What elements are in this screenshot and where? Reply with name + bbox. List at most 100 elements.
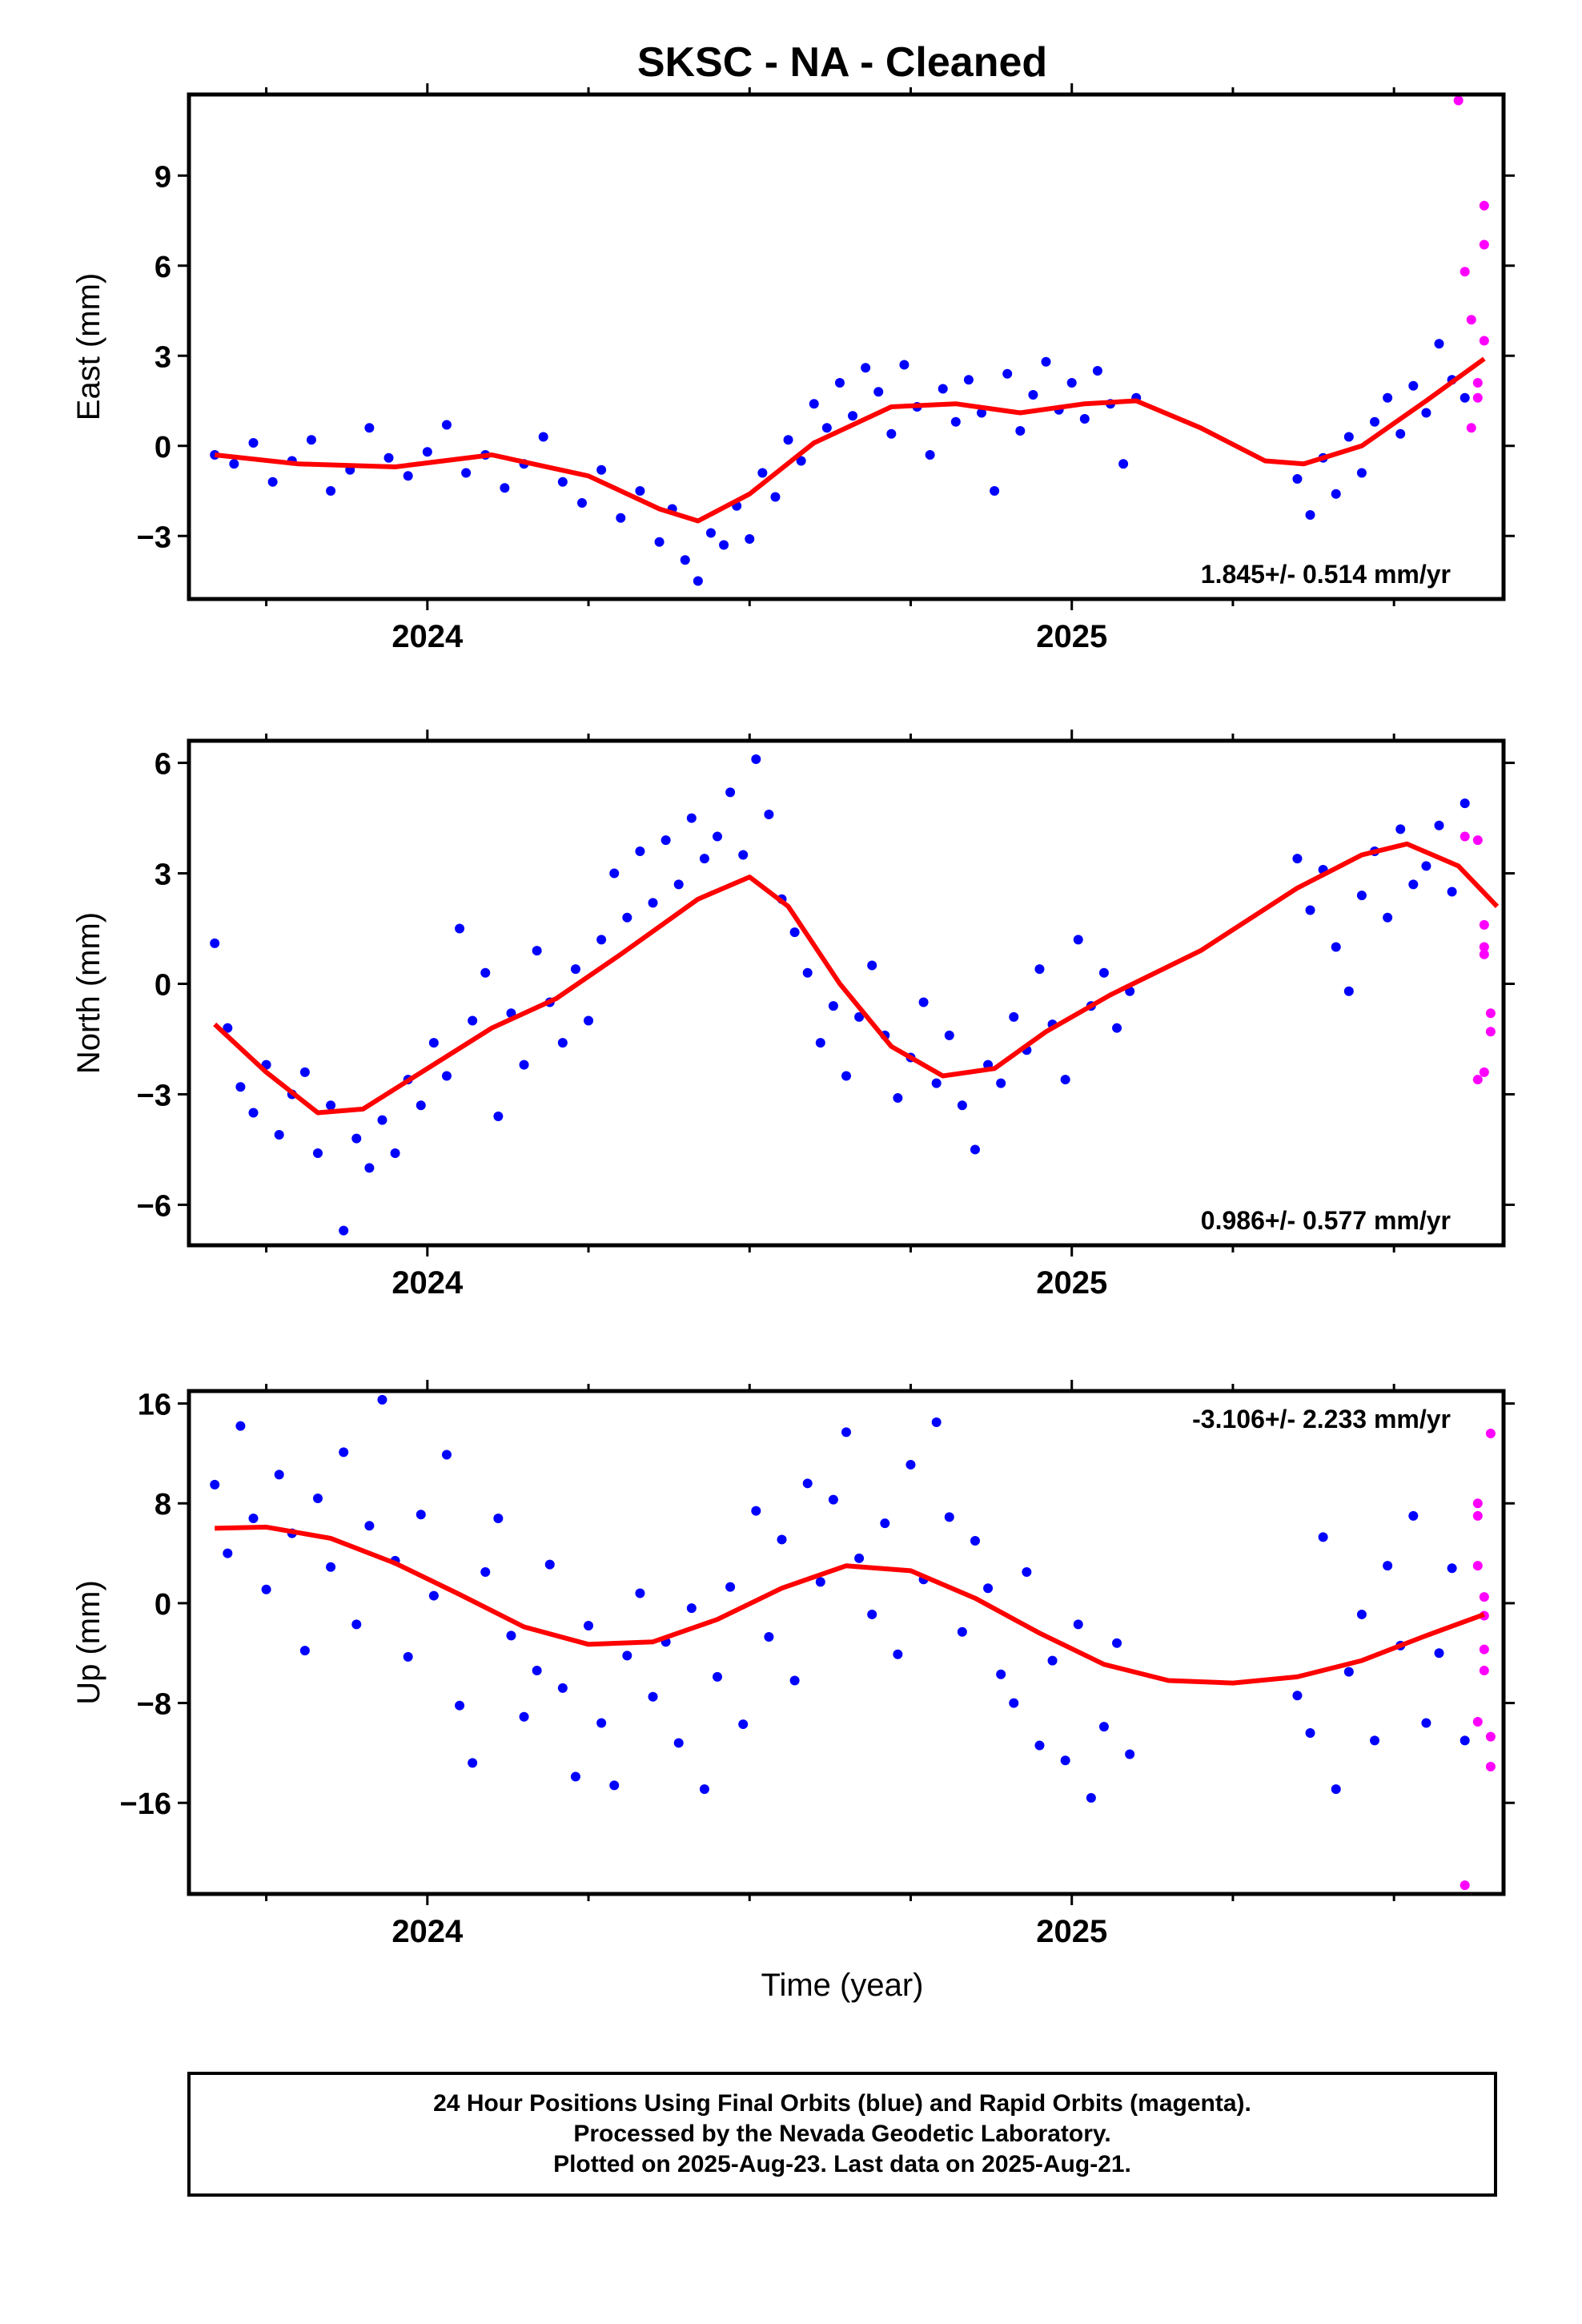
north-final-point: [1292, 854, 1303, 864]
east-final-point: [745, 534, 755, 544]
up-final-point: [557, 1683, 568, 1693]
north-final-point: [1343, 986, 1354, 996]
up-final-point: [944, 1512, 954, 1522]
north-final-point: [815, 1038, 825, 1048]
north-final-point: [1073, 935, 1083, 945]
up-final-point: [1421, 1718, 1431, 1728]
east-final-point: [770, 492, 781, 502]
north-final-point: [1434, 820, 1444, 830]
east-final-point: [1395, 428, 1406, 439]
east-final-point: [596, 464, 607, 475]
up-final-point: [544, 1559, 555, 1570]
north-final-point: [364, 1163, 375, 1173]
up-final-point: [506, 1630, 516, 1641]
up-rapid-point: [1472, 1510, 1483, 1521]
up-final-point: [1383, 1561, 1393, 1571]
up-final-point: [223, 1548, 233, 1558]
north-rapid-point: [1479, 942, 1489, 952]
up-final-point: [1022, 1566, 1032, 1577]
north-final-point: [455, 923, 465, 934]
footer-line-2: Processed by the Nevada Geodetic Laborat…: [573, 2121, 1110, 2147]
up-final-point: [584, 1620, 594, 1630]
up-final-point: [493, 1513, 504, 1523]
east-rapid-point: [1479, 336, 1489, 346]
north-final-point: [686, 813, 697, 823]
east-final-point: [616, 513, 626, 523]
up-final-point: [403, 1651, 413, 1662]
footer-box: 24 Hour Positions Using Final Orbits (bl…: [187, 2072, 1497, 2197]
up-final-point: [957, 1626, 967, 1637]
east-rapid-point: [1479, 239, 1489, 250]
up-final-point: [1034, 1740, 1045, 1751]
north-final-point: [828, 1001, 838, 1011]
north-final-point: [519, 1059, 529, 1070]
north-final-point: [661, 835, 671, 846]
up-final-point: [1073, 1619, 1083, 1630]
east-final-point: [886, 428, 897, 439]
north-final-point: [713, 831, 723, 842]
north-final-point: [854, 1011, 865, 1022]
up-final-point: [854, 1553, 865, 1563]
up-rapid-point: [1460, 1880, 1470, 1891]
up-rate-label: -3.106+/- 2.233 mm/yr: [1192, 1405, 1451, 1433]
north-xtick-label: 2024: [391, 1265, 464, 1301]
up-rapid-point: [1485, 1731, 1496, 1742]
north-final-point: [622, 912, 632, 923]
up-xtick-label: 2024: [391, 1914, 464, 1949]
north-final-point: [970, 1144, 980, 1155]
north-final-point: [299, 1067, 310, 1077]
north-final-point: [673, 879, 684, 890]
up-rapid-point: [1472, 1716, 1483, 1727]
east-rate-label: 1.845+/- 0.514 mm/yr: [1201, 560, 1451, 589]
up-rapid-point: [1479, 1592, 1489, 1602]
north-ytick-label: 6: [155, 748, 171, 782]
east-final-point: [461, 468, 472, 478]
north-rate-label: 0.986+/- 0.577 mm/yr: [1201, 1206, 1451, 1235]
up-final-point: [339, 1447, 349, 1458]
east-final-point: [705, 528, 716, 538]
east-final-point: [1370, 416, 1380, 427]
up-final-point: [1447, 1563, 1457, 1574]
up-ytick-label: 0: [155, 1588, 171, 1622]
east-final-point: [1408, 380, 1419, 391]
east-rapid-point: [1460, 267, 1470, 277]
east-final-point: [248, 438, 259, 448]
north-final-point: [584, 1015, 594, 1026]
north-final-point: [596, 935, 607, 945]
north-final-point: [532, 946, 542, 956]
up-final-point: [1460, 1735, 1470, 1746]
east-final-point: [757, 468, 768, 478]
north-final-point: [326, 1100, 336, 1111]
east-final-point: [635, 486, 645, 496]
north-final-point: [1383, 912, 1393, 923]
up-final-point: [441, 1449, 452, 1460]
north-final-point: [1421, 861, 1431, 871]
up-final-point: [983, 1583, 994, 1594]
up-final-point: [1292, 1691, 1303, 1701]
north-rapid-point: [1485, 1008, 1496, 1019]
east-xtick-label: 2024: [391, 619, 464, 654]
east-final-point: [680, 555, 690, 565]
north-final-point: [390, 1148, 400, 1159]
up-final-point: [468, 1758, 478, 1768]
up-final-point: [622, 1651, 632, 1661]
north-final-point: [841, 1071, 851, 1081]
up-final-point: [1060, 1755, 1070, 1766]
up-final-point: [673, 1738, 684, 1748]
east-final-point: [1041, 356, 1051, 367]
north-final-point: [235, 1082, 246, 1092]
east-final-point: [422, 447, 432, 457]
north-final-point: [802, 967, 813, 978]
north-final-point: [648, 898, 658, 908]
up-rapid-point: [1485, 1762, 1496, 1772]
up-final-point: [751, 1506, 761, 1516]
up-final-point: [828, 1494, 838, 1505]
up-final-point: [931, 1417, 942, 1427]
up-ylabel: Up (mm): [71, 1580, 106, 1705]
up-final-point: [428, 1590, 439, 1601]
up-final-point: [725, 1582, 736, 1592]
east-xtick-label: 2025: [1036, 619, 1107, 654]
east-final-point: [326, 486, 336, 496]
up-final-point: [210, 1479, 220, 1490]
north-final-point: [1305, 905, 1315, 915]
